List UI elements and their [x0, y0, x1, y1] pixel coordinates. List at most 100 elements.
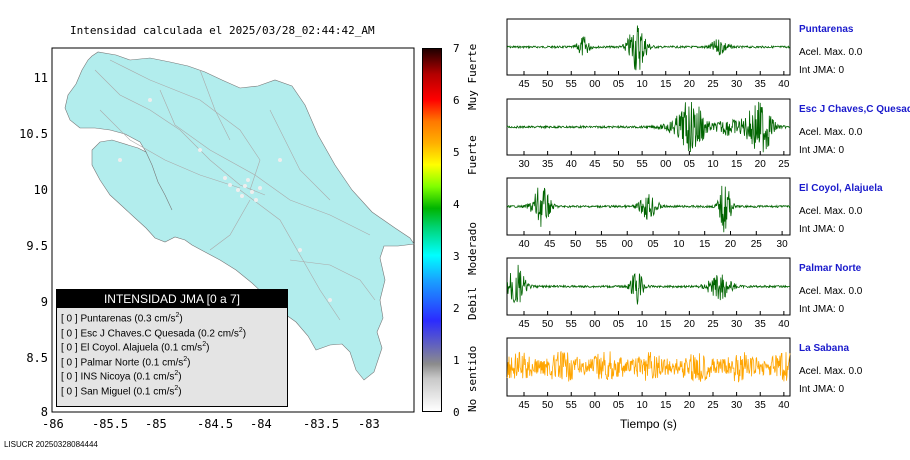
waveform-trace — [506, 351, 791, 383]
waveform-trace — [506, 185, 791, 233]
time-tick-label: 25 — [707, 400, 719, 411]
time-tick-label: 20 — [684, 79, 696, 90]
time-tick-label: 10 — [637, 400, 649, 411]
time-tick-label: 00 — [589, 79, 601, 90]
time-tick-label: 45 — [518, 79, 530, 90]
time-tick-label: 20 — [725, 239, 737, 250]
waveform-trace — [506, 264, 791, 305]
seismogram-panel: 45 50 55 00 05 10 15 20 25 30 35 40 — [506, 337, 791, 411]
time-tick-label: 15 — [660, 79, 672, 90]
time-tick-label: 40 — [566, 159, 578, 170]
time-axis-label: Tiempo (s) — [620, 417, 677, 431]
time-tick-label: 45 — [544, 239, 556, 250]
legend-station-name: Esc J Chaves.C Quesada — [80, 327, 198, 339]
time-tick-label: 15 — [731, 159, 743, 170]
time-tick-label: 35 — [755, 79, 767, 90]
station-name: Esc J Chaves,C Quesada — [799, 104, 910, 115]
time-tick-label: 05 — [613, 79, 625, 90]
time-tick-label: 30 — [731, 79, 743, 90]
legend-unit-exponent: 2 — [174, 384, 179, 392]
waveform-trace — [506, 101, 791, 153]
time-tick-label: 45 — [518, 319, 530, 330]
lon-axis-ticks: -86 -85.5 -85 -84.5 -84 -83.5 -83 — [42, 417, 380, 431]
legend-accel: (0.1 cm/s — [142, 356, 184, 368]
waveform-trace — [506, 25, 791, 71]
colorbar-tick-label: 7 — [453, 42, 460, 55]
time-tick-label: 25 — [707, 319, 719, 330]
legend-close: ) — [242, 327, 247, 339]
lon-tick-label: -86 — [42, 417, 64, 431]
time-tick-label: 20 — [755, 159, 767, 170]
time-tick-label: 05 — [613, 400, 625, 411]
time-tick-label: 40 — [778, 319, 790, 330]
legend-unit-exponent: 2 — [175, 312, 180, 319]
legend-level: [ 0 ] — [61, 342, 81, 354]
time-tick-label: 50 — [542, 319, 554, 330]
legend-station-name: INS Nicoya — [80, 371, 134, 383]
seismogram-panel: 40 45 50 55 00 05 10 15 20 25 30 — [506, 177, 791, 250]
station-accel-max: Acel. Max. 0.0 — [799, 47, 863, 58]
time-tick-label: 45 — [518, 400, 530, 411]
time-tick-label: 30 — [731, 400, 743, 411]
time-tick-label: 10 — [673, 239, 685, 250]
legend-row: [ 0 ] San Miguel (0.1 cm/s2) — [61, 385, 182, 397]
colorbar-tick-label: 5 — [453, 146, 460, 159]
lat-tick-label: 9.5 — [26, 239, 48, 253]
time-tick-label: 00 — [622, 239, 634, 250]
colorbar-tick-label: 4 — [453, 198, 460, 211]
time-tick-label: 55 — [637, 159, 649, 170]
station-legend: INTENSIDAD JMA [0 a 7] [ 0 ] Puntarenas … — [56, 289, 288, 407]
colorbar-tick-label: 3 — [453, 250, 460, 263]
legend-accel: (0.3 cm/s — [134, 313, 176, 325]
time-tick-label: 00 — [660, 159, 672, 170]
colorbar-tick-label: 6 — [453, 94, 460, 107]
time-tick-label: 50 — [542, 79, 554, 90]
colorbar-tick-label: 1 — [453, 354, 460, 367]
lon-tick-label: -84 — [250, 417, 272, 431]
lat-tick-label: 10 — [34, 183, 48, 197]
legend-unit-exponent: 2 — [183, 355, 188, 363]
time-tick-label: 40 — [518, 239, 530, 250]
footer-id: LISUCR 20250328084444 — [4, 440, 98, 449]
station-name: La Sabana — [799, 343, 850, 354]
time-tick-label: 35 — [542, 159, 554, 170]
seismogram-panel: 45 50 55 00 05 10 15 20 25 30 35 40 — [506, 257, 791, 330]
legend-level: [ 0 ] — [61, 313, 81, 325]
time-tick-label: 15 — [660, 400, 672, 411]
time-tick-label: 10 — [637, 319, 649, 330]
time-tick-label: 25 — [778, 159, 790, 170]
legend-unit-exponent: 2 — [174, 370, 179, 377]
legend-level: [ 0 ] — [61, 356, 81, 368]
station-jma-intensity: Int JMA: 0 — [799, 145, 845, 156]
time-tick-label: 35 — [755, 319, 767, 330]
station-name: Palmar Norte — [799, 263, 862, 274]
lat-tick-label: 9 — [41, 295, 48, 309]
time-tick-label: 30 — [518, 159, 530, 170]
time-tick-label: 40 — [778, 400, 790, 411]
colorbar-tick-label: 2 — [453, 302, 460, 315]
legend-row: [ 0 ] Esc J Chaves.C Quesada (0.2 cm/s2) — [61, 327, 246, 339]
lat-tick-label: 8.5 — [26, 351, 48, 365]
time-tick-label: 30 — [731, 319, 743, 330]
station-dots — [118, 98, 332, 302]
station-name: El Coyol, Alajuela — [799, 183, 883, 194]
time-tick-label: 50 — [542, 400, 554, 411]
intensity-colorbar — [422, 48, 442, 412]
legend-station-name: San Miguel — [80, 385, 134, 397]
station-accel-max: Acel. Max. 0.0 — [799, 206, 863, 217]
station-accel-max: Acel. Max. 0.0 — [799, 366, 863, 377]
time-tick-label: 25 — [751, 239, 763, 250]
time-tick-label: 05 — [647, 239, 659, 250]
legend-close: ) — [187, 356, 191, 368]
lon-tick-label: -84.5 — [197, 417, 233, 431]
lon-tick-label: -83.5 — [303, 417, 339, 431]
time-tick-label: 55 — [566, 319, 578, 330]
seismogram-panel: 45 50 55 00 05 10 15 20 25 30 35 40 — [506, 18, 791, 90]
legend-row: [ 0 ] Puntarenas (0.3 cm/s2) — [61, 312, 183, 324]
legend-row: [ 0 ] El Coyol. Alajuela (0.1 cm/s2) — [61, 341, 209, 353]
seismogram-panel: 30 35 40 45 50 55 00 05 10 15 20 25 — [506, 98, 791, 170]
legend-accel: (0.1 cm/s — [133, 371, 175, 383]
time-tick-label: 40 — [778, 79, 790, 90]
time-tick-label: 10 — [637, 79, 649, 90]
time-tick-label: 25 — [707, 79, 719, 90]
